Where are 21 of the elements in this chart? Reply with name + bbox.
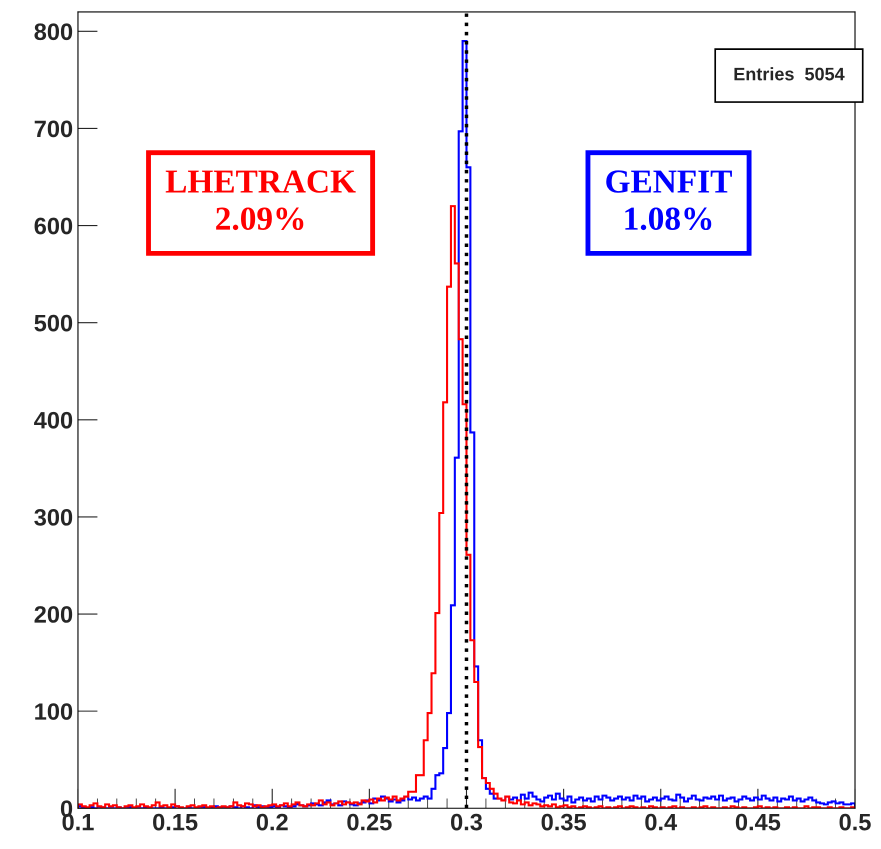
annotation: 1.08% <box>625 207 712 230</box>
y-tick-label: 500 <box>34 314 72 332</box>
x-tick-label: 0.5 <box>840 814 871 830</box>
y-tick-label: 100 <box>35 703 72 720</box>
annotation: 2.09% <box>216 207 304 230</box>
x-tick-label: 0.15 <box>153 814 198 830</box>
x-tick-label: 0.35 <box>542 814 586 830</box>
y-tick-label: 400 <box>34 412 72 429</box>
y-tick-label: 800 <box>34 23 72 40</box>
text: GENFIT <box>606 170 732 193</box>
y-tick-label: 300 <box>34 508 72 526</box>
annotation: Entries 5054 <box>734 67 845 80</box>
y-tick-label: 600 <box>34 218 72 234</box>
x-tick-label: 0.4 <box>645 814 678 830</box>
x-tick-label: 0.25 <box>347 814 392 830</box>
x-tick-label: 0.3 <box>451 814 482 830</box>
y-tick-label: 700 <box>34 120 72 138</box>
x-tick-label: 0.45 <box>736 814 780 830</box>
x-tick-label: 0.2 <box>256 814 288 830</box>
y-tick-label: 200 <box>34 606 72 623</box>
text: LHETRACK <box>166 170 356 193</box>
